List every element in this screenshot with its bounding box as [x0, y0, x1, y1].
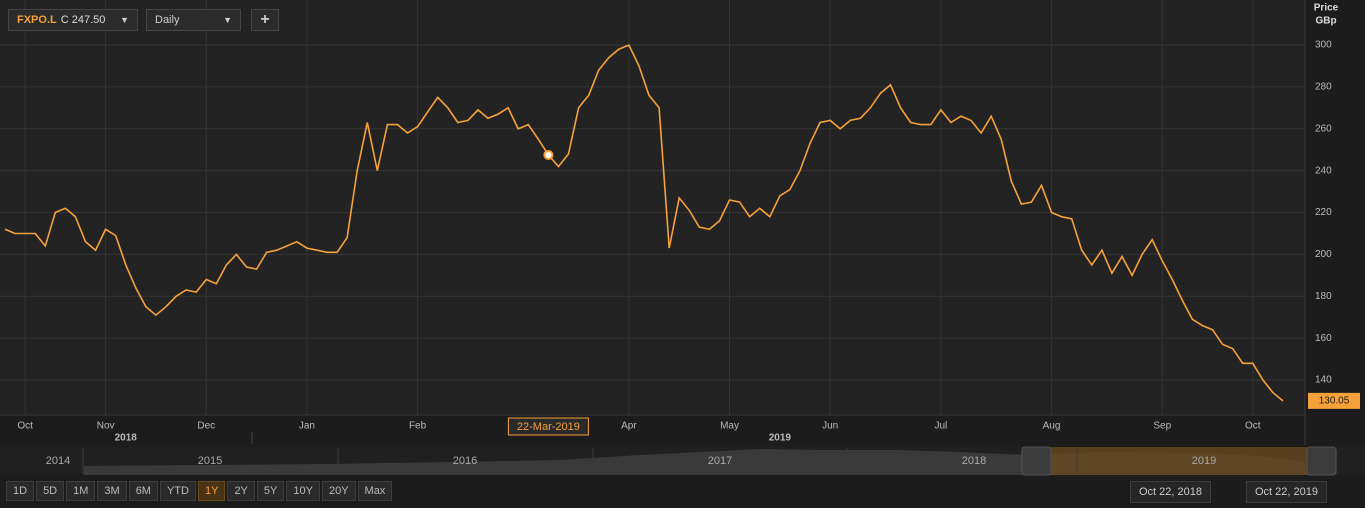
x-tick-label: Nov	[97, 421, 115, 432]
x-tick-label: May	[720, 421, 739, 432]
x-tick-label: Aug	[1043, 421, 1061, 432]
navigator-area	[84, 449, 1305, 475]
navigator-handle[interactable]	[1021, 446, 1052, 476]
range-button[interactable]: 6M	[128, 481, 158, 501]
cursor-point	[543, 149, 554, 160]
x-tick-label: Oct	[17, 421, 33, 432]
cursor-date-box	[507, 417, 589, 436]
navigator-year: 2018	[962, 455, 986, 467]
price-line	[4, 43, 1284, 402]
interval-box[interactable]: Daily ▼	[146, 9, 241, 31]
range-button[interactable]: 1M	[66, 481, 96, 501]
navigator-year: 2014	[46, 455, 70, 467]
axis-title: Price	[1314, 3, 1339, 14]
y-tick-label: 260	[1315, 123, 1332, 134]
navigator-year: 2017	[708, 455, 732, 467]
x-tick-label: Jul	[934, 421, 947, 432]
end-date[interactable]: Oct 22, 2019	[1246, 481, 1327, 503]
range-button[interactable]: Max	[357, 481, 393, 501]
navigator-year: 2019	[1192, 455, 1216, 467]
navigator-year: 2015	[198, 455, 222, 467]
navigator-window[interactable]	[1030, 447, 1308, 475]
axis-unit: GBp	[1315, 16, 1336, 27]
y-tick-label: 140	[1315, 375, 1332, 386]
dropdown-arrow: ▼	[120, 15, 129, 25]
range-button[interactable]: 10Y	[286, 481, 320, 501]
y-tick-label: 180	[1315, 291, 1332, 302]
add-button[interactable]: +	[251, 9, 279, 31]
x-tick-label: Sep	[1153, 421, 1171, 432]
x-tick-label: Feb	[409, 421, 427, 432]
x-tick-label: Apr	[621, 421, 637, 432]
range-button[interactable]: 1D	[6, 481, 35, 501]
quote: C 247.50	[60, 14, 106, 26]
range-button[interactable]: 3M	[97, 481, 127, 501]
y-tick-label: 240	[1315, 165, 1332, 176]
dropdown-arrow: ▼	[223, 15, 232, 25]
year-label: 2018	[115, 433, 138, 444]
range-button[interactable]: 20Y	[321, 481, 356, 501]
range-buttons: 1D 5D 1M 3M 6M YTD 1Y 2Y 5Y 10Y 20Y Max	[6, 481, 394, 501]
last-price: 130.05	[1319, 396, 1350, 407]
y-tick-label: 160	[1315, 333, 1332, 344]
range-button[interactable]: 1Y	[197, 481, 226, 501]
navigator-handle[interactable]	[1306, 446, 1337, 476]
y-tick-label: 220	[1315, 207, 1332, 218]
range-button[interactable]: 5D	[36, 481, 65, 501]
plot-area	[0, 0, 1305, 415]
range-button[interactable]: 2Y	[227, 481, 255, 501]
last-price-box	[1308, 392, 1360, 409]
interval: Daily	[155, 14, 180, 26]
range-button[interactable]: 5Y	[256, 481, 285, 501]
year-label: 2019	[769, 433, 792, 444]
y-tick-label: 280	[1315, 82, 1332, 93]
y-tick-label: 300	[1315, 40, 1332, 51]
x-tick-label: Oct	[1245, 421, 1261, 432]
x-tick-label: Jan	[299, 421, 315, 432]
symbol-box[interactable]: FXPO.L C 247.50 ▼	[8, 9, 138, 31]
start-date[interactable]: Oct 22, 2018	[1130, 481, 1211, 503]
y-tick-label: 200	[1315, 249, 1332, 260]
navigator-year: 2016	[453, 455, 477, 467]
cursor-date: 22-Mar-2019	[517, 421, 580, 433]
range-button[interactable]: YTD	[159, 481, 196, 501]
symbol: FXPO.L	[17, 14, 57, 26]
x-tick-label: Dec	[197, 421, 215, 432]
x-tick-label: Jun	[822, 421, 838, 432]
